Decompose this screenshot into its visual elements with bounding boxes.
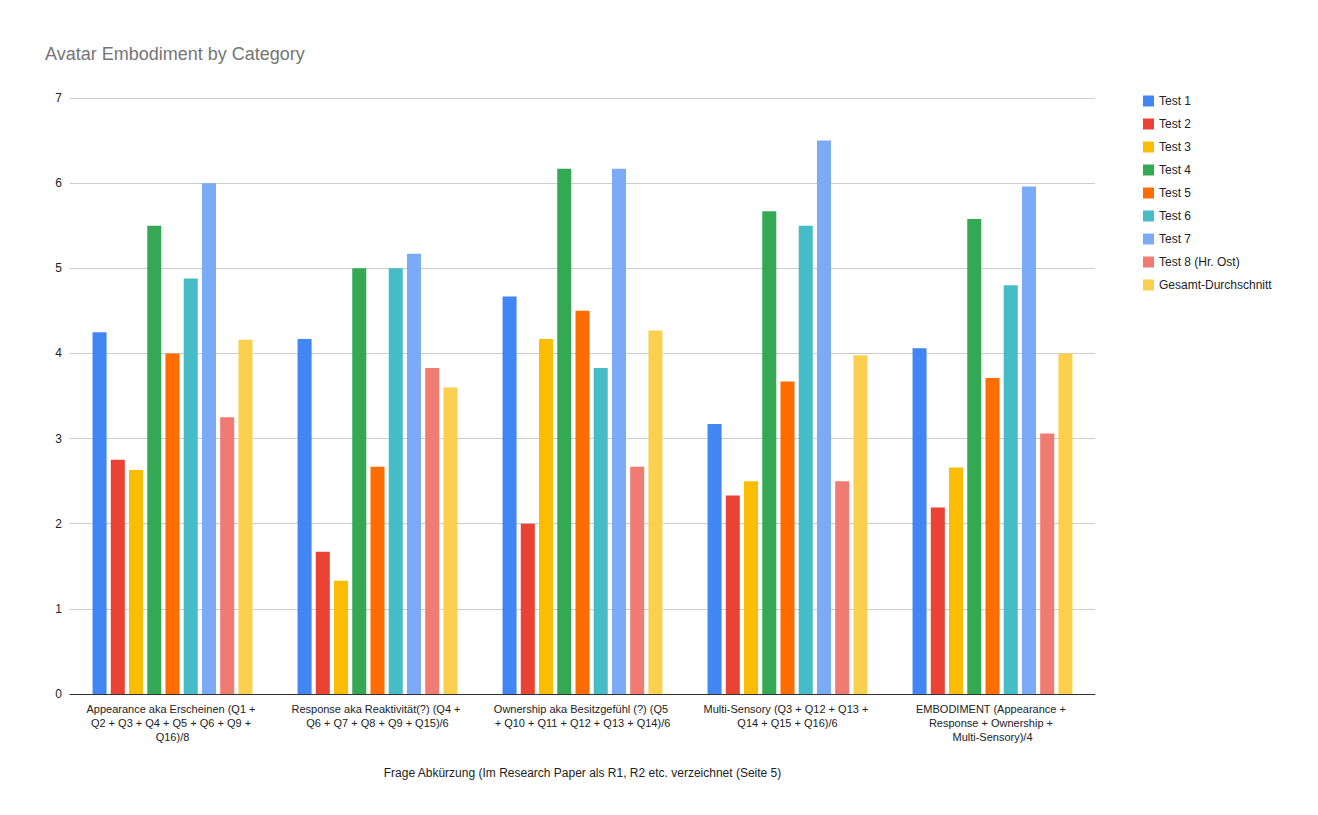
svg-text:Test 7: Test 7 — [1159, 232, 1191, 246]
svg-text:EMBODIMENT (Appearance +: EMBODIMENT (Appearance + — [916, 703, 1069, 715]
svg-text:Appearance aka Erscheinen (Q1: Appearance aka Erscheinen (Q1 + — [86, 703, 258, 715]
svg-text:Avatar Embodiment by Category: Avatar Embodiment by Category — [45, 44, 305, 64]
svg-text:5: 5 — [55, 261, 62, 275]
svg-text:Test 5: Test 5 — [1159, 186, 1191, 200]
svg-text:3: 3 — [55, 432, 62, 446]
svg-text:Test 4: Test 4 — [1159, 163, 1191, 177]
svg-text:Test 1: Test 1 — [1159, 94, 1191, 108]
svg-text:Test 2: Test 2 — [1159, 117, 1191, 131]
svg-text:Test 6: Test 6 — [1159, 209, 1191, 223]
svg-text:7: 7 — [55, 91, 62, 105]
svg-text:6: 6 — [55, 176, 62, 190]
svg-text:Response + Ownership +: Response + Ownership + — [929, 717, 1056, 729]
svg-text:Multi-Sensory)/4: Multi-Sensory)/4 — [952, 731, 1032, 743]
svg-text:Test 8 (Hr. Ost): Test 8 (Hr. Ost) — [1159, 255, 1240, 269]
svg-text:Test 3: Test 3 — [1159, 140, 1191, 154]
svg-text:Q14 + Q15 + Q16)/6: Q14 + Q15 + Q16)/6 — [737, 717, 837, 729]
svg-text:Gesamt-Durchschnitt: Gesamt-Durchschnitt — [1159, 278, 1272, 292]
svg-text:Frage Abkürzung (Im Research P: Frage Abkürzung (Im Research Paper als R… — [384, 766, 782, 780]
svg-text:Multi-Sensory (Q3 + Q12 + Q13: Multi-Sensory (Q3 + Q12 + Q13 + — [704, 703, 872, 715]
svg-text:0: 0 — [55, 687, 62, 701]
svg-text:+ Q10 + Q11 + Q12 + Q13 + Q14): + Q10 + Q11 + Q12 + Q13 + Q14)/6 — [495, 717, 671, 729]
svg-text:Response aka Reaktivität(?) (Q: Response aka Reaktivität(?) (Q4 + — [291, 703, 463, 715]
svg-text:4: 4 — [55, 346, 62, 360]
svg-text:Ownership aka Besitzgefühl (?): Ownership aka Besitzgefühl (?) (Q5 — [494, 703, 671, 715]
svg-text:Q16)/8: Q16)/8 — [156, 731, 190, 743]
svg-text:2: 2 — [55, 517, 62, 531]
svg-text:Q6 + Q7 + Q8 + Q9 + Q15)/6: Q6 + Q7 + Q8 + Q9 + Q15)/6 — [306, 717, 448, 729]
svg-text:Q2 + Q3 + Q4 + Q5 + Q6 + Q9 +: Q2 + Q3 + Q4 + Q5 + Q6 + Q9 + — [91, 717, 254, 729]
svg-text:1: 1 — [55, 602, 62, 616]
